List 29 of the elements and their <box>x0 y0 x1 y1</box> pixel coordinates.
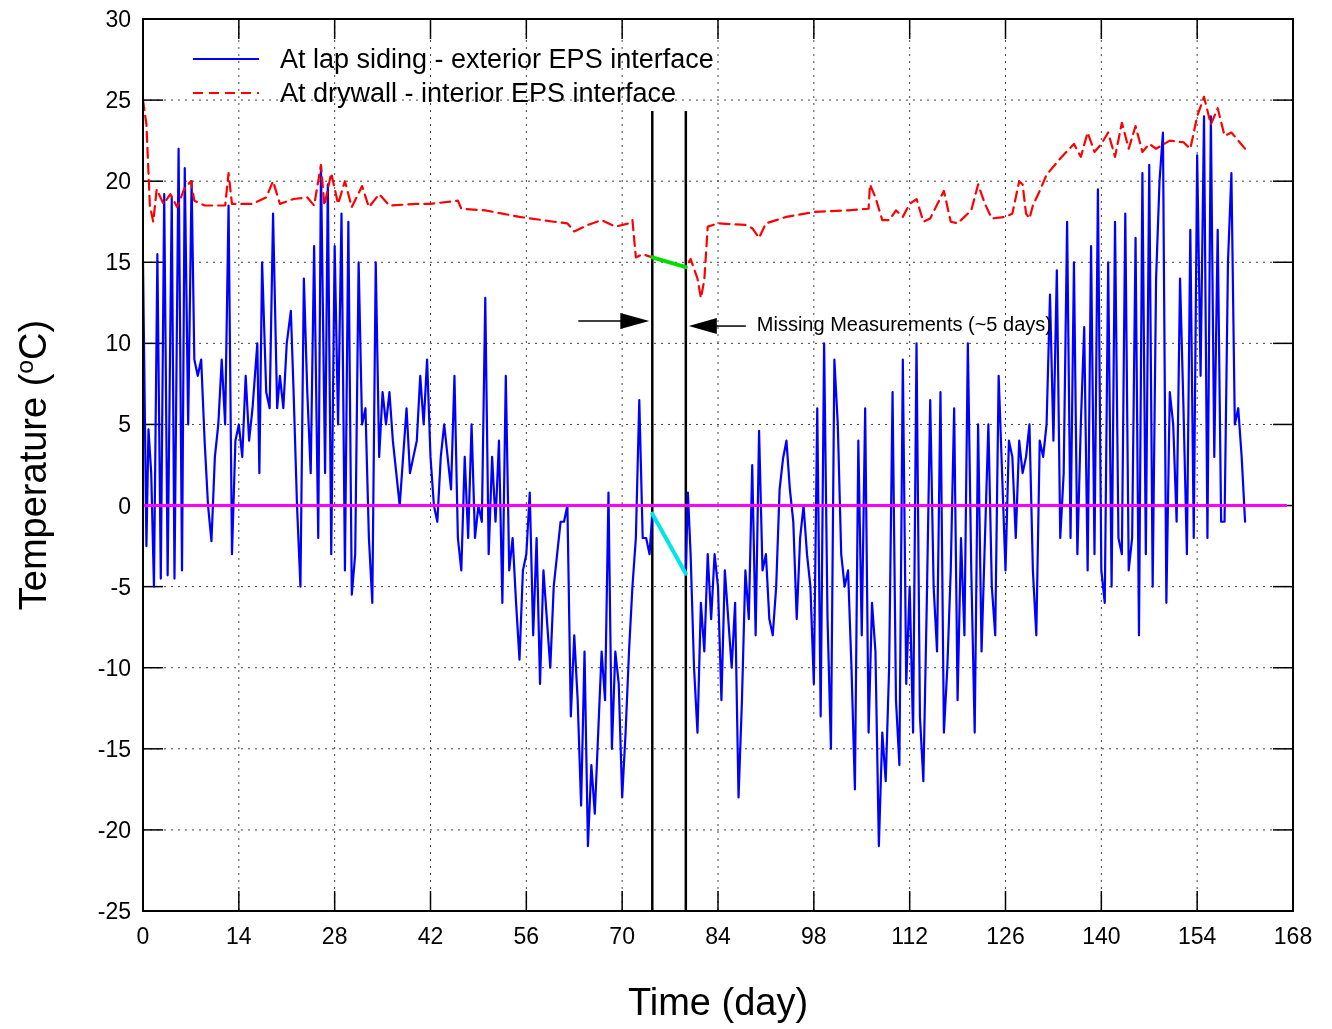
x-tick-label: 56 <box>513 923 540 949</box>
y-tick-label: -20 <box>97 816 131 843</box>
x-tick-label: 0 <box>136 923 150 949</box>
y-tick-label: -10 <box>97 654 131 681</box>
x-tick-label: 168 <box>1273 923 1313 949</box>
legend-label: At drywall - interior EPS interface <box>280 78 677 108</box>
x-tick-label: 98 <box>801 923 827 949</box>
x-tick-label: 14 <box>226 923 252 949</box>
x-tick-label: 154 <box>1177 923 1217 949</box>
x-tick-label: 28 <box>321 923 348 949</box>
line-series <box>141 115 1247 848</box>
y-tick-label: 0 <box>118 492 131 519</box>
y-tick-label: 5 <box>118 411 131 438</box>
x-tick-label: 112 <box>891 923 928 949</box>
x-tick-label: 42 <box>417 923 444 949</box>
y-tick-label: 15 <box>105 249 131 276</box>
x-tick-label: 140 <box>1082 923 1121 949</box>
legend-label: At lap siding - exterior EPS interface <box>280 44 714 74</box>
y-tick-label: 30 <box>105 6 131 32</box>
y-tick-label: 25 <box>105 87 131 114</box>
y-tick-label: -15 <box>97 735 131 762</box>
x-tick-label: 126 <box>986 923 1025 949</box>
y-tick-label: 10 <box>105 330 131 357</box>
y-tick-label: 20 <box>105 168 131 195</box>
y-tick-label: -25 <box>97 898 131 924</box>
x-tick-label: 70 <box>609 923 635 949</box>
y-tick-label: -5 <box>110 573 131 600</box>
x-axis-title: Time (day) <box>627 981 809 1023</box>
x-tick-label: 84 <box>705 923 731 949</box>
